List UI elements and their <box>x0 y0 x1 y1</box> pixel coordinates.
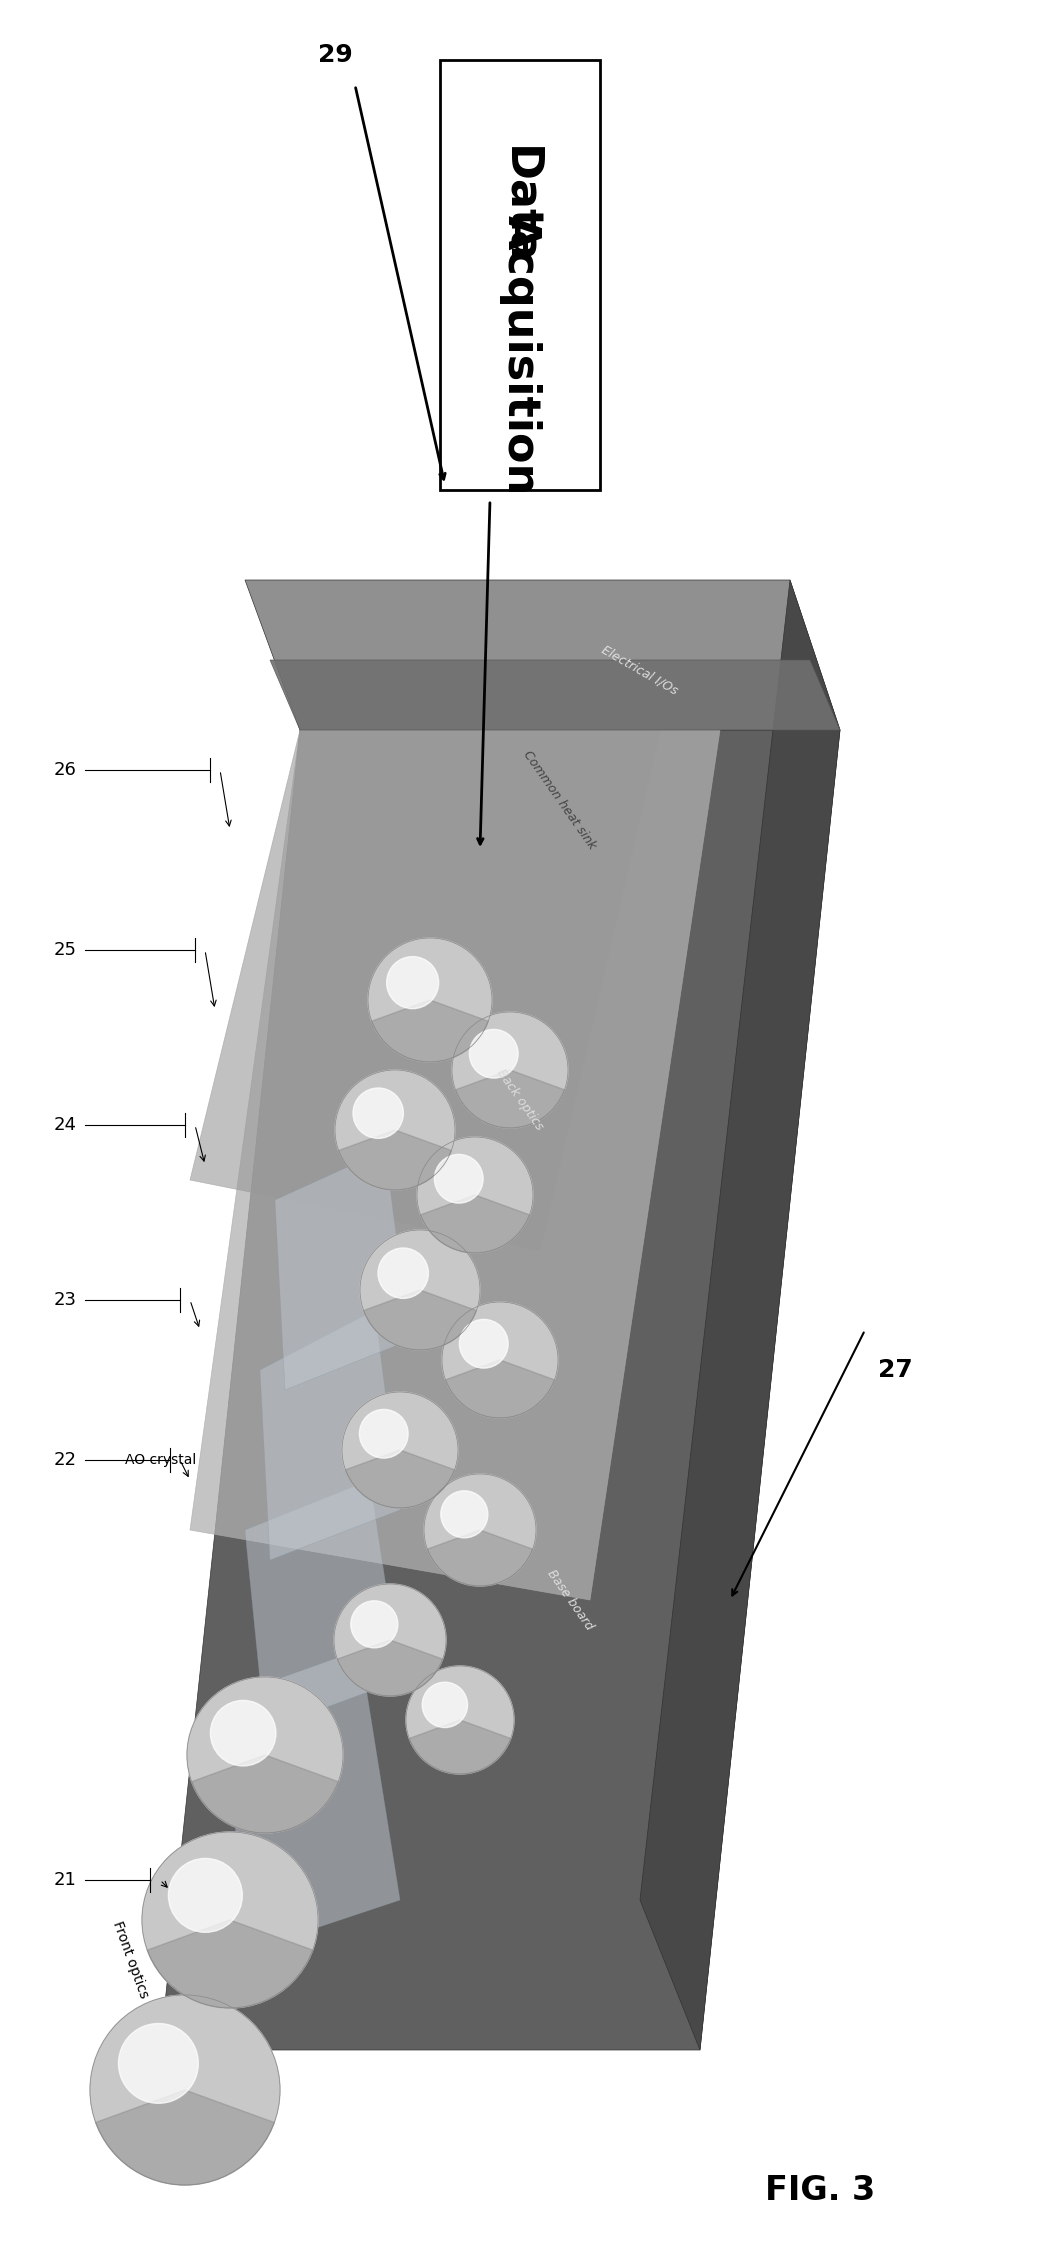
Circle shape <box>335 1069 455 1191</box>
Wedge shape <box>339 1130 452 1191</box>
Text: 27: 27 <box>878 1357 913 1382</box>
Wedge shape <box>192 1756 339 1832</box>
Circle shape <box>435 1155 483 1202</box>
Circle shape <box>142 1832 318 2008</box>
Polygon shape <box>220 1650 400 1949</box>
Polygon shape <box>270 660 840 729</box>
Text: Base board: Base board <box>544 1567 596 1632</box>
Circle shape <box>210 1700 276 1767</box>
Wedge shape <box>148 1920 312 2008</box>
Circle shape <box>353 1087 403 1139</box>
Circle shape <box>169 1859 243 1931</box>
Text: 22: 22 <box>54 1452 77 1470</box>
Polygon shape <box>190 729 720 1600</box>
Circle shape <box>368 939 492 1062</box>
Text: 21: 21 <box>54 1871 76 1889</box>
Wedge shape <box>96 2089 274 2186</box>
Text: 23: 23 <box>54 1292 77 1310</box>
Circle shape <box>422 1681 467 1727</box>
Circle shape <box>187 1677 343 1832</box>
Circle shape <box>469 1029 518 1078</box>
Text: Common heat sink: Common heat sink <box>521 747 599 851</box>
Text: 26: 26 <box>54 761 76 779</box>
Polygon shape <box>245 581 840 729</box>
Circle shape <box>334 1585 446 1695</box>
Polygon shape <box>640 581 840 2051</box>
Circle shape <box>459 1319 509 1369</box>
Text: AO crystal: AO crystal <box>124 1452 196 1468</box>
Wedge shape <box>371 999 488 1062</box>
Circle shape <box>378 1247 428 1299</box>
Wedge shape <box>445 1360 555 1418</box>
Polygon shape <box>275 1150 410 1391</box>
Polygon shape <box>160 729 840 2051</box>
Wedge shape <box>427 1531 533 1587</box>
Circle shape <box>360 1409 408 1459</box>
Circle shape <box>406 1666 514 1774</box>
Circle shape <box>90 1994 280 2186</box>
Circle shape <box>442 1301 558 1418</box>
Text: Data: Data <box>499 146 541 263</box>
Text: 25: 25 <box>54 941 77 959</box>
Wedge shape <box>338 1641 443 1695</box>
Circle shape <box>360 1229 480 1351</box>
Circle shape <box>441 1490 487 1537</box>
Circle shape <box>452 1013 568 1128</box>
Polygon shape <box>245 1479 400 1731</box>
Wedge shape <box>456 1069 564 1128</box>
Text: 29: 29 <box>318 43 352 68</box>
Text: Back optics: Back optics <box>494 1067 545 1132</box>
Text: Electrical I/Os: Electrical I/Os <box>599 644 680 698</box>
Circle shape <box>351 1600 398 1648</box>
Text: Acquisition: Acquisition <box>499 214 541 495</box>
Wedge shape <box>364 1290 477 1351</box>
Circle shape <box>424 1474 536 1587</box>
Polygon shape <box>260 1310 400 1560</box>
Wedge shape <box>421 1195 530 1254</box>
Text: Front optics: Front optics <box>110 1920 151 2001</box>
Circle shape <box>118 2024 198 2102</box>
Circle shape <box>342 1391 458 1508</box>
Polygon shape <box>190 729 660 1249</box>
Text: FIG. 3: FIG. 3 <box>765 2174 876 2206</box>
Text: 24: 24 <box>54 1116 77 1135</box>
Circle shape <box>386 957 439 1008</box>
Wedge shape <box>345 1450 455 1508</box>
Circle shape <box>417 1137 533 1254</box>
Bar <box>440 61 600 491</box>
Wedge shape <box>409 1720 511 1774</box>
